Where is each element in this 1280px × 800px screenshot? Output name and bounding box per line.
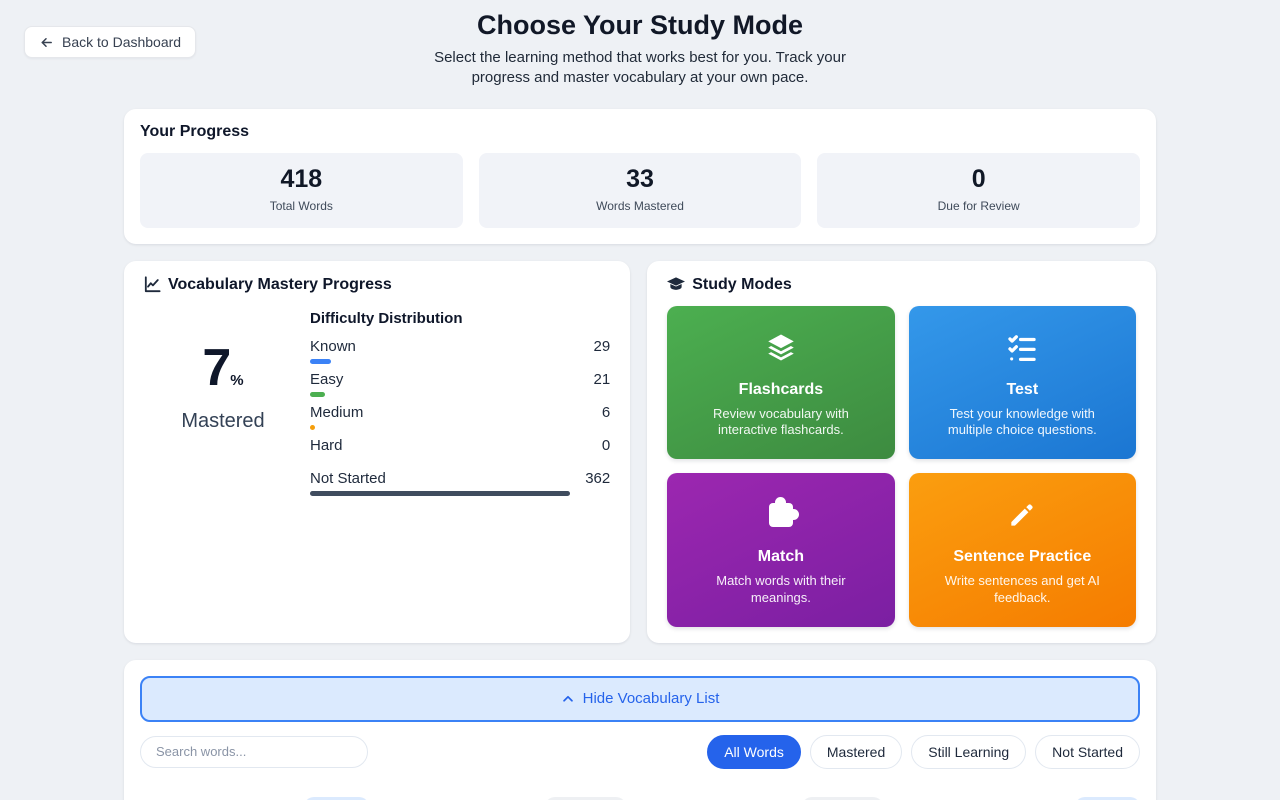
distribution-row-known: Known 29 [310, 337, 610, 364]
mode-description: Test your knowledge with multiple choice… [947, 405, 1097, 438]
distribution-row-medium: Medium 6 [310, 403, 610, 430]
mode-title: Sentence Practice [953, 548, 1092, 566]
layers-icon [685, 330, 876, 366]
vocabulary-controls: All Words Mastered Still Learning Not St… [140, 734, 1140, 769]
word-status-badge: KNOWN [304, 796, 369, 800]
mastery-percent-value: 7 [202, 338, 231, 397]
filter-not-started[interactable]: Not Started [1035, 734, 1140, 769]
back-button-label: Back to Dashboard [62, 34, 182, 50]
word-status-badge: UNKNOWN [544, 796, 626, 800]
distribution-label: Known [310, 337, 356, 355]
distribution-value: 362 [585, 469, 611, 487]
mastery-body: 7% Mastered Difficulty Distribution Know… [144, 310, 610, 502]
chart-line-icon [144, 276, 161, 293]
word-item[interactable]: Totally UNKNOWN hoàn toàn, tuyệt đối, tr… [654, 796, 883, 800]
mastery-percent-symbol: % [230, 371, 244, 389]
puzzle-icon [685, 497, 876, 533]
distribution-label: Not Started [310, 469, 386, 487]
stat-value: 0 [971, 164, 986, 193]
word-title: Me [140, 798, 161, 800]
progress-stats: 418 Total Words 33 Words Mastered 0 Due … [140, 152, 1140, 228]
distribution-value: 29 [593, 337, 611, 355]
hide-vocabulary-list-toggle[interactable]: Hide Vocabulary List [140, 675, 1140, 722]
distribution-row-not-started: Not Started 362 [310, 469, 610, 496]
mode-description: Write sentences and get AI feedback. [944, 573, 1100, 605]
stat-due-for-review: 0 Due for Review [817, 152, 1140, 228]
page-title: Choose Your Study Mode [476, 10, 804, 40]
mode-tile-match[interactable]: Match Match words with their meanings. [667, 473, 895, 627]
mastery-heading-label: Vocabulary Mastery Progress [168, 275, 392, 293]
mode-description: Review vocabulary with interactive flash… [713, 405, 849, 438]
toggle-label: Hide Vocabulary List [582, 690, 720, 708]
mode-tile-sentence-practice[interactable]: Sentence Practice Write sentences and ge… [908, 473, 1136, 627]
difficulty-distribution: Difficulty Distribution Known 29 Easy 21 [302, 310, 610, 502]
arrow-left-icon [39, 35, 54, 50]
mode-tile-flashcards[interactable]: Flashcards Review vocabulary with intera… [667, 305, 895, 460]
filter-mastered[interactable]: Mastered [809, 734, 903, 769]
distribution-bar [310, 490, 570, 496]
vocabulary-card: Hide Vocabulary List All Words Mastered … [124, 659, 1156, 800]
study-modes-card: Study Modes Flashcards Review vocabulary… [647, 260, 1156, 643]
distribution-row-hard: Hard 0 [310, 436, 610, 463]
distribution-bar [310, 391, 325, 397]
filter-all-words[interactable]: All Words [707, 734, 801, 769]
back-to-dashboard-button[interactable]: Back to Dashboard [24, 26, 197, 58]
pencil-icon [927, 497, 1118, 533]
word-item[interactable]: You UNKNOWN bạn, anh, chị Reviewed: 0 ti… [397, 796, 626, 800]
study-modes-heading-label: Study Modes [692, 275, 792, 293]
main-container: Your Progress 418 Total Words 33 Words M… [124, 108, 1156, 800]
distribution-value: 6 [601, 403, 611, 421]
mode-title: Test [1006, 380, 1039, 398]
distribution-label: Medium [310, 403, 364, 421]
distribution-value: 21 [593, 370, 611, 388]
page-subtitle: Select the learning method that works be… [434, 49, 846, 86]
stat-value: 418 [280, 164, 323, 193]
graduation-cap-icon [667, 277, 686, 292]
mode-title: Flashcards [738, 380, 824, 398]
distribution-row-easy: Easy 21 [310, 370, 610, 397]
filter-still-learning[interactable]: Still Learning [911, 734, 1027, 769]
stat-total-words: 418 Total Words [140, 152, 463, 228]
word-title: Totally [654, 798, 701, 800]
progress-heading: Your Progress [140, 122, 250, 140]
mastery-card: Vocabulary Mastery Progress 7% Mastered … [124, 260, 631, 643]
word-grid: Me KNOWN tôi, mình Reviewed: 1 times Las… [140, 796, 1140, 800]
distribution-label: Easy [310, 370, 344, 388]
distribution-bar [310, 358, 331, 364]
stat-words-mastered: 33 Words Mastered [478, 152, 802, 228]
mastery-percent-block: 7% Mastered [144, 310, 302, 502]
word-status-badge: KNOWN [1075, 796, 1140, 800]
stat-label: Due for Review [937, 198, 1020, 213]
word-title: Wait [911, 798, 942, 800]
chevron-up-icon [561, 692, 575, 706]
mode-description: Match words with their meanings. [716, 573, 846, 605]
mode-tile-test[interactable]: Test Test your knowledge with multiple c… [908, 305, 1136, 460]
distribution-bar [310, 424, 315, 430]
distribution-value: 0 [601, 436, 611, 454]
word-item[interactable]: Me KNOWN tôi, mình Reviewed: 1 times Las… [140, 796, 369, 800]
stat-value: 33 [626, 164, 654, 193]
filter-pills: All Words Mastered Still Learning Not St… [707, 734, 1140, 769]
search-input[interactable] [140, 735, 368, 768]
study-modes-heading: Study Modes [667, 276, 1136, 294]
mastery-heading: Vocabulary Mastery Progress [144, 276, 610, 294]
stat-label: Total Words [269, 198, 333, 213]
checklist-icon [927, 330, 1118, 366]
distribution-heading: Difficulty Distribution [310, 309, 463, 327]
word-status-badge: UNKNOWN [801, 796, 883, 800]
stat-label: Words Mastered [596, 198, 684, 213]
distribution-label: Hard [310, 436, 343, 454]
word-item[interactable]: Wait KNOWN chờ đợi, đợi, trì hoãn Review… [911, 796, 1140, 800]
word-title: You [397, 798, 424, 800]
your-progress-card: Your Progress 418 Total Words 33 Words M… [124, 108, 1156, 244]
mastered-label: Mastered [181, 409, 265, 432]
mode-title: Match [757, 548, 805, 566]
modes-grid: Flashcards Review vocabulary with intera… [667, 305, 1136, 627]
